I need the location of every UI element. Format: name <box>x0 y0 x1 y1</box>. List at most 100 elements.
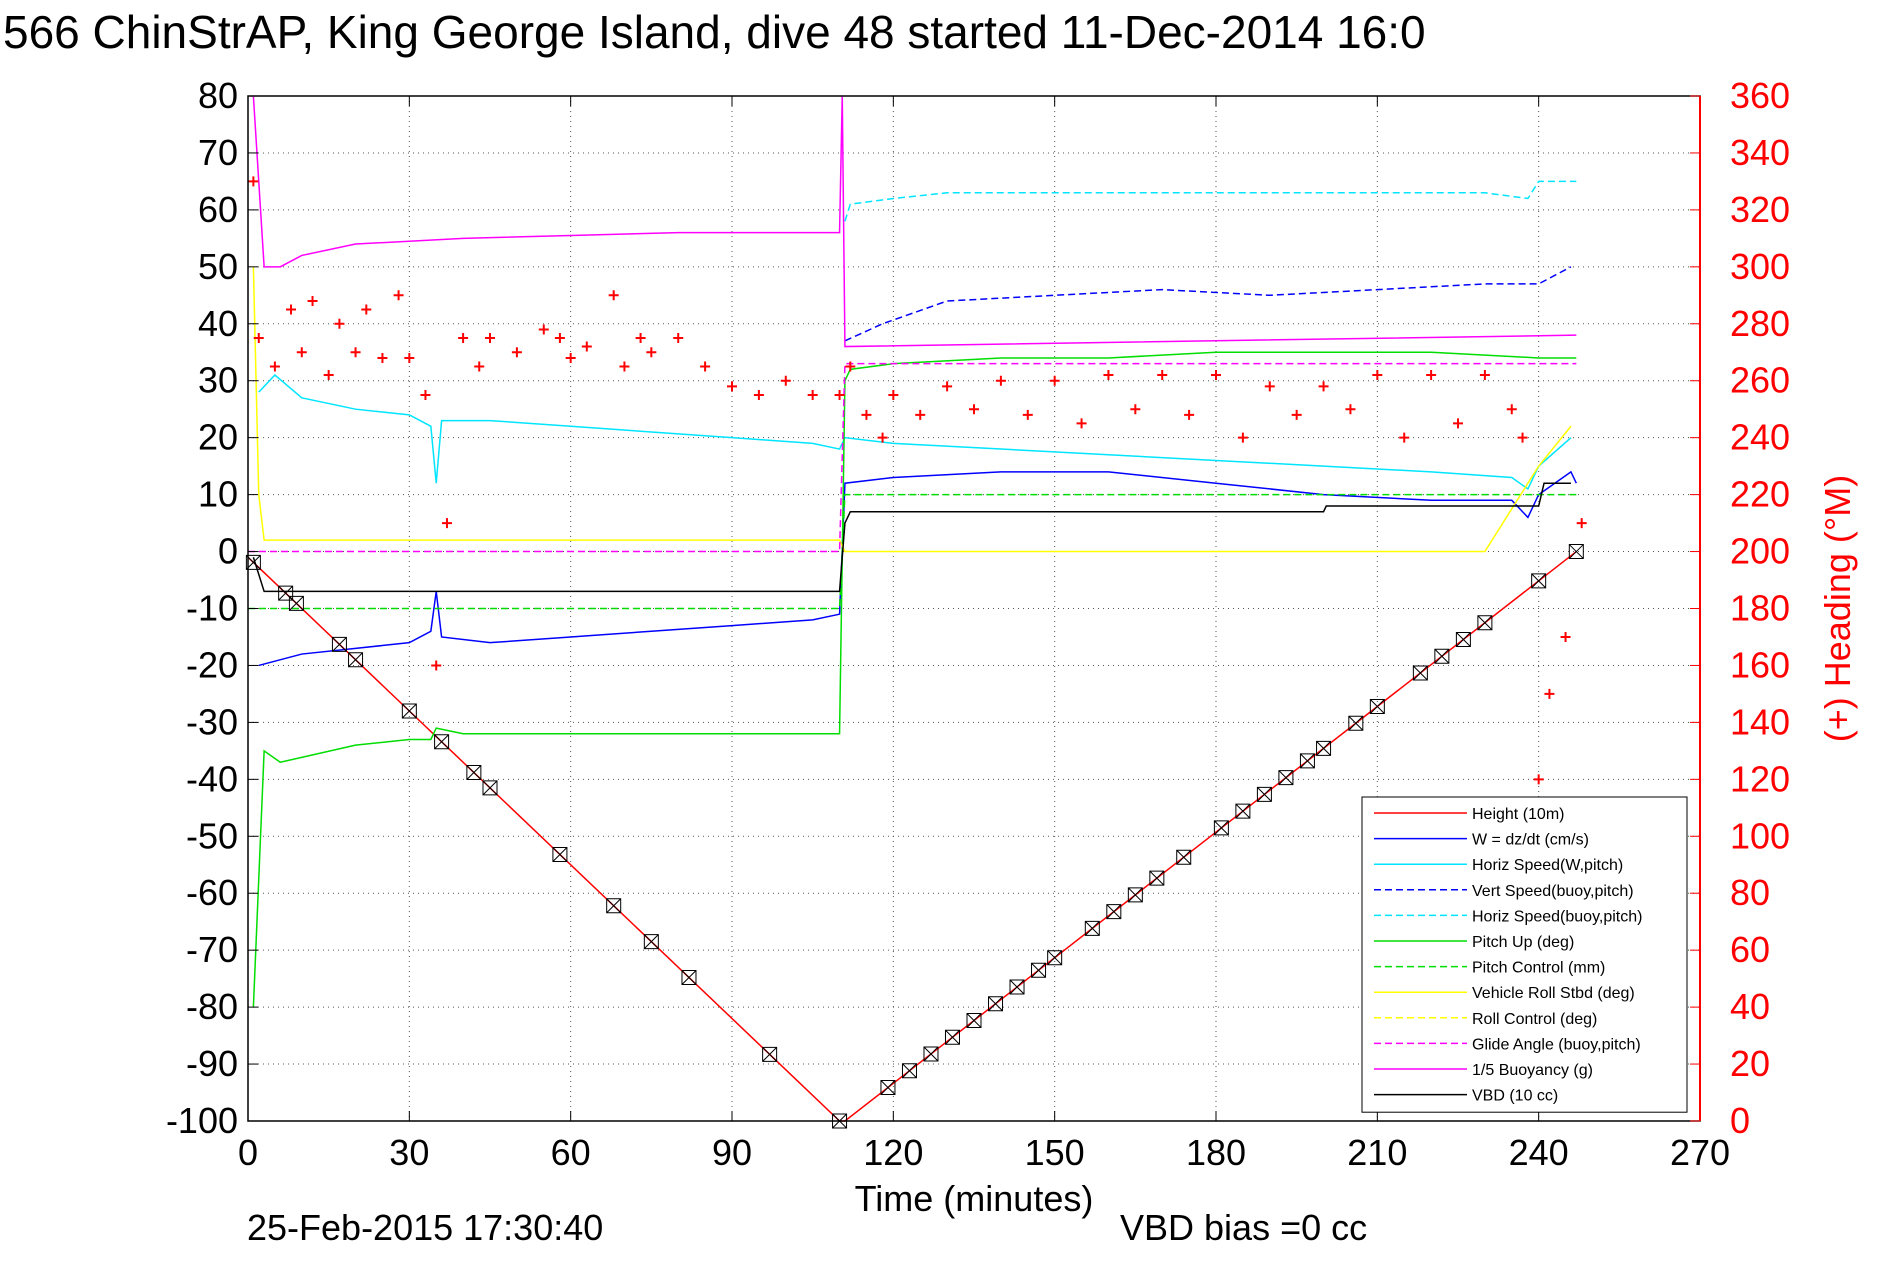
legend-label: Glide Angle (buoy,pitch) <box>1472 1036 1641 1053</box>
legend-label: Vehicle Roll Stbd (deg) <box>1472 985 1635 1002</box>
series-line <box>252 482 1571 593</box>
heading-marker <box>307 296 318 306</box>
heading-marker <box>538 324 549 335</box>
y-tick-label: -70 <box>186 929 238 970</box>
heading-marker <box>969 404 979 415</box>
y-tick-label: 50 <box>198 246 238 287</box>
heading-marker <box>393 290 404 301</box>
profile-marker <box>1369 698 1385 714</box>
y-right-tick-label: 0 <box>1730 1100 1750 1141</box>
y-right-tick-label: 320 <box>1730 189 1790 230</box>
y-right-tick-label: 360 <box>1730 75 1790 116</box>
x-tick-label: 120 <box>863 1132 923 1173</box>
profile-marker <box>880 1080 896 1095</box>
heading-marker <box>1211 370 1221 381</box>
heading-marker <box>334 318 345 329</box>
heading-marker <box>780 375 791 386</box>
legend-box <box>1361 796 1688 1113</box>
profile-marker <box>1477 615 1493 631</box>
y-tick-label: 80 <box>198 75 238 116</box>
profile-marker <box>401 703 417 719</box>
chart-title: 566 ChinStrAP, King George Island, dive … <box>3 6 1426 58</box>
profile-marker <box>1531 573 1547 589</box>
heading-marker <box>861 409 872 420</box>
heading-marker <box>608 290 619 301</box>
heading-marker <box>1318 381 1329 392</box>
legend: Height (10m) W = dz/dt (cm/s) Horiz Speed(… <box>1361 796 1688 1113</box>
profile-marker <box>552 847 568 862</box>
y-tick-label: -80 <box>186 986 238 1027</box>
footer-timestamp: 25-Feb-2015 17:30:40 <box>247 1207 603 1248</box>
profile-marker <box>923 1046 939 1062</box>
y-right-tick-label: 20 <box>1730 1043 1770 1084</box>
y-tick-label: -90 <box>186 1043 238 1084</box>
heading-marker <box>877 432 888 443</box>
heading-marker <box>646 347 657 358</box>
legend-label: 1/5 Buoyancy (g) <box>1472 1062 1593 1079</box>
profile-marker <box>988 996 1004 1012</box>
heading-marker <box>1479 370 1490 381</box>
x-tick-label: 150 <box>1025 1132 1085 1173</box>
profile-marker <box>466 765 482 780</box>
y-tick-label: 10 <box>198 474 238 515</box>
y-right-tick-label: 220 <box>1730 474 1790 515</box>
y-tick-label: -100 <box>166 1100 238 1141</box>
profile-marker <box>1434 648 1450 664</box>
heading-marker <box>441 518 452 529</box>
profile-marker <box>482 780 498 796</box>
heading-marker <box>1022 409 1033 420</box>
profile-marker <box>1299 753 1315 769</box>
y-right-tick-label: 240 <box>1730 417 1790 458</box>
x-tick-label: 0 <box>238 1132 258 1173</box>
heading-marker <box>1560 631 1571 642</box>
profile-marker <box>1149 870 1165 886</box>
series-line <box>252 266 1572 553</box>
heading-marker <box>619 361 630 372</box>
profile-marker <box>966 1013 982 1029</box>
legend-label: Height (10m) <box>1472 806 1564 823</box>
y-axis-right-label: (+) Heading (°M) <box>1817 475 1858 742</box>
y-tick-label: -30 <box>186 701 238 742</box>
heading-marker <box>635 333 646 344</box>
heading-marker <box>1517 432 1528 443</box>
heading-marker <box>485 333 495 344</box>
tick-labels: 0 30 60 90 120 150 180 210 240 270 80 70 60 50 40 30 20 1… <box>166 75 1790 1173</box>
heading-marker <box>286 304 297 315</box>
heading-marker <box>673 333 684 344</box>
y-right-tick-label: 300 <box>1730 246 1790 287</box>
profile-marker <box>643 934 659 950</box>
heading-marker <box>915 409 926 420</box>
heading-marker <box>1049 375 1060 386</box>
heading-marker <box>1103 370 1114 381</box>
profile-marker <box>1235 803 1251 819</box>
heading-marker <box>807 389 818 400</box>
heading-marker <box>1157 370 1168 381</box>
heading-marker <box>1130 404 1141 415</box>
y-tick-label: -60 <box>186 872 238 913</box>
heading-marker <box>942 381 953 392</box>
x-tick-label: 270 <box>1670 1132 1730 1173</box>
heading-markers <box>248 176 1587 785</box>
y-right-tick-label: 140 <box>1730 701 1790 742</box>
heading-marker <box>1426 370 1437 381</box>
profile-marker <box>1127 887 1143 903</box>
heading-marker <box>1533 774 1544 785</box>
legend-label: Roll Control (deg) <box>1472 1011 1597 1028</box>
profile-marker <box>1316 740 1332 756</box>
profile-marker <box>1455 631 1471 647</box>
heading-marker <box>727 381 737 392</box>
heading-marker <box>753 389 764 400</box>
heading-marker <box>1453 418 1463 429</box>
profile-marker <box>1031 962 1047 978</box>
series-line <box>252 95 1577 348</box>
heading-marker <box>1576 518 1587 529</box>
footer-vbd-bias: VBD bias =0 cc <box>1120 1207 1367 1248</box>
series-line <box>248 362 1577 553</box>
legend-label: Horiz Speed(buoy,pitch) <box>1472 908 1642 925</box>
series-line <box>248 493 1577 610</box>
heading-marker <box>845 361 856 372</box>
y-tick-label: 20 <box>198 417 238 458</box>
heading-marker <box>511 347 522 358</box>
legend-label: VBD (10 cc) <box>1472 1088 1558 1105</box>
